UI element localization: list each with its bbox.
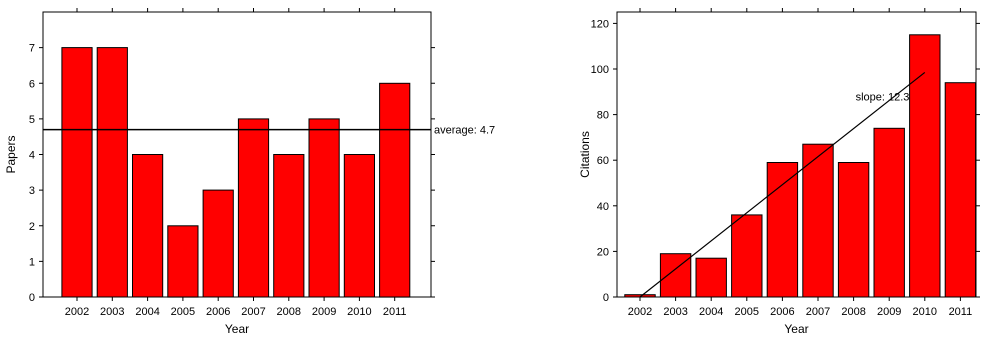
bar-2004: [695, 257, 727, 298]
x-tick-label-2006: 2006: [206, 306, 230, 318]
bar-2007: [237, 118, 270, 298]
x-tick-label-2008: 2008: [277, 306, 301, 318]
y-tick-label-3: 3: [29, 185, 35, 197]
y-tick-label-2: 2: [29, 221, 35, 233]
x-tick-label-2007: 2007: [806, 306, 830, 318]
x-axis-title: Year: [784, 322, 808, 336]
y-tick-label-0: 0: [603, 292, 609, 304]
bar-2011: [379, 82, 411, 298]
y-tick-label-60: 60: [597, 155, 609, 167]
y-tick-label-100: 100: [591, 64, 609, 76]
slope-label: slope: 12.3: [856, 91, 910, 103]
y-tick-label-40: 40: [597, 201, 609, 213]
x-tick-label-2006: 2006: [770, 306, 794, 318]
x-tick-label-2005: 2005: [171, 306, 195, 318]
y-tick-label-6: 6: [29, 78, 35, 90]
bar-2010: [343, 154, 375, 298]
bar-2006: [766, 162, 799, 298]
x-tick-label-2002: 2002: [65, 306, 89, 318]
bar-2009: [308, 118, 340, 298]
x-tick-label-2003: 2003: [100, 306, 124, 318]
y-tick-label-7: 7: [29, 43, 35, 55]
plot-frame: [616, 11, 977, 298]
x-tick-label-2010: 2010: [913, 306, 937, 318]
bar-2002: [61, 47, 93, 298]
citations-chart: 0 20 40 60 80 100 120 2002 2003 2004 2005 2006 2007 2…: [578, 8, 980, 336]
y-tick-label-120: 120: [591, 18, 609, 30]
y-axis-title: Citations: [578, 131, 592, 178]
x-tick-label-2009: 2009: [312, 306, 336, 318]
bar-2005: [731, 214, 763, 298]
bar-2007: [802, 143, 834, 298]
bar-2004: [132, 154, 164, 298]
x-tick-label-2002: 2002: [628, 306, 652, 318]
y-tick-label-1: 1: [29, 256, 35, 268]
x-tick-label-2003: 2003: [663, 306, 687, 318]
x-tick-label-2011: 2011: [383, 306, 407, 318]
bar-2008: [837, 162, 870, 298]
bar-2011: [944, 82, 977, 298]
x-axis-title: Year: [225, 322, 249, 336]
y-tick-label-80: 80: [597, 110, 609, 122]
y-tick-label-20: 20: [597, 246, 609, 258]
bar-2008: [273, 154, 305, 298]
y-axis-title: Papers: [4, 135, 18, 173]
bar-2005: [167, 225, 199, 298]
bar-2003: [96, 47, 128, 298]
x-tick-label-2011: 2011: [949, 306, 973, 318]
x-tick-label-2004: 2004: [135, 306, 159, 318]
average-label: average: 4.7: [434, 125, 495, 137]
x-tick-label-2008: 2008: [841, 306, 865, 318]
bar-2010: [909, 34, 941, 298]
x-tick-label-2007: 2007: [241, 306, 265, 318]
y-tick-label-5: 5: [29, 114, 35, 126]
bar-2006: [202, 189, 234, 298]
x-tick-label-2009: 2009: [877, 306, 901, 318]
trend-line: [639, 71, 926, 298]
x-tick-label-2010: 2010: [347, 306, 371, 318]
x-tick-label-2005: 2005: [735, 306, 759, 318]
bar-2009: [873, 127, 905, 298]
papers-chart: 0 1 2 3 4 5 6 7 2002 2003 2004 2005 2006 2007 2008 2009…: [4, 8, 495, 336]
y-tick-label-4: 4: [29, 150, 35, 162]
x-tick-label-2004: 2004: [699, 306, 723, 318]
y-tick-label-0: 0: [29, 292, 35, 304]
